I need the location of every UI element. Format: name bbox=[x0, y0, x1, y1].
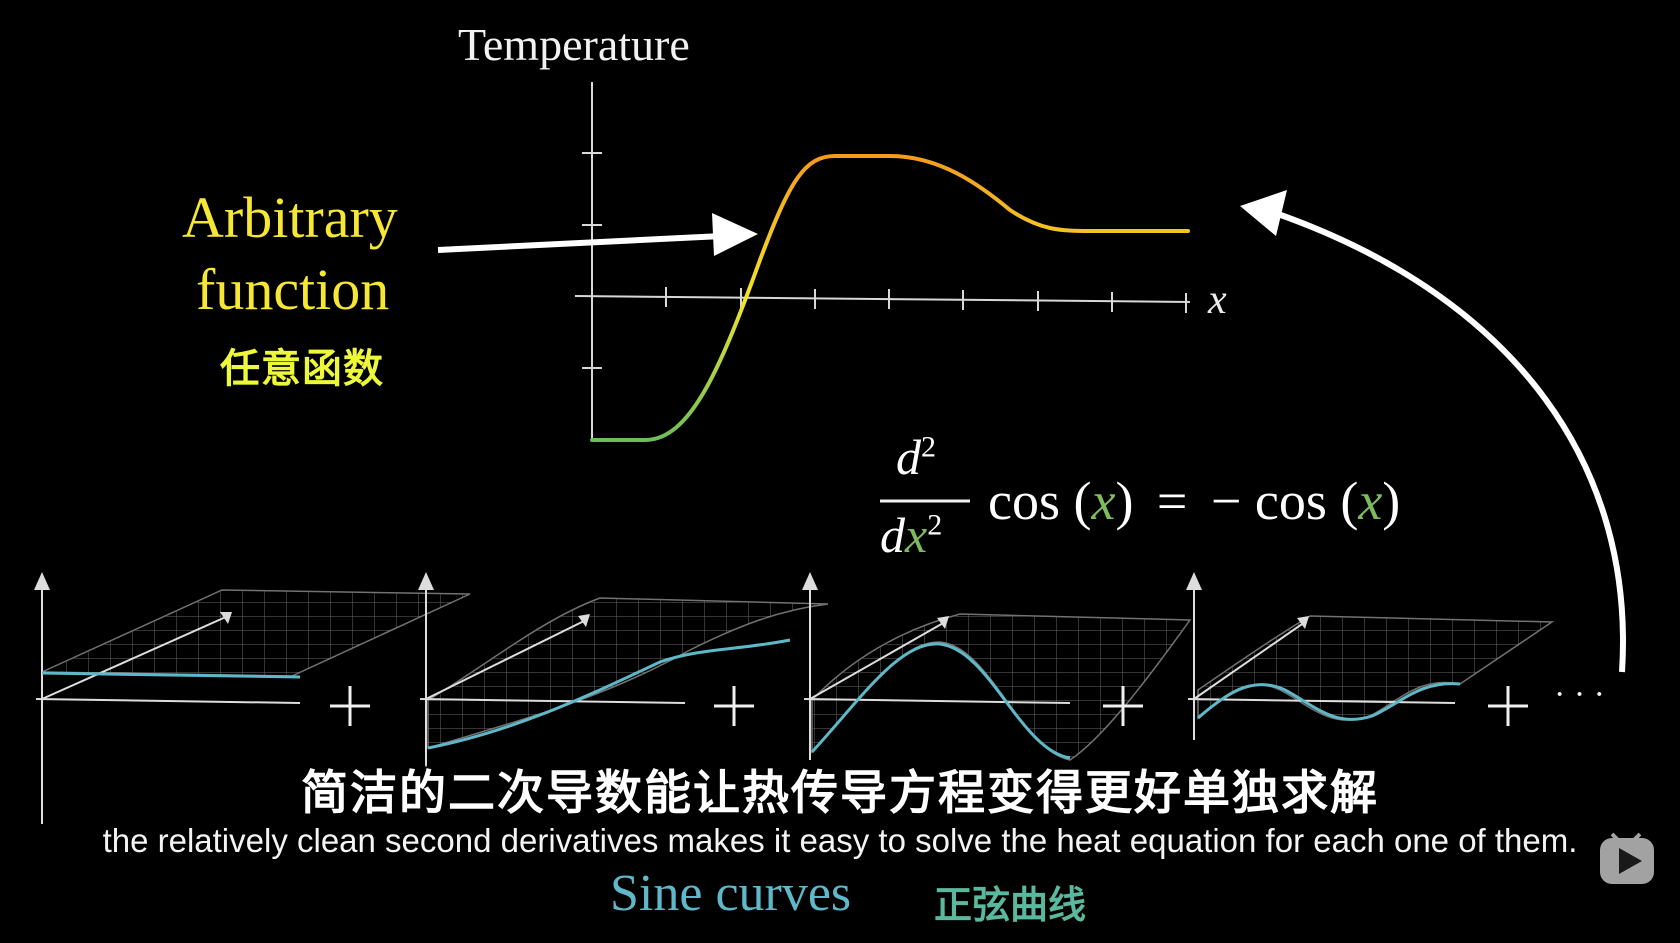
plus-sign-1 bbox=[330, 686, 370, 726]
plus-sign-4 bbox=[1488, 686, 1528, 726]
eq-close-paren-1: ) bbox=[1115, 471, 1134, 531]
sine-curves-label: Sine curves bbox=[610, 865, 852, 922]
plus-sign-3 bbox=[1103, 686, 1143, 726]
y-axis-title: Temperature bbox=[458, 19, 690, 70]
eq-open-paren-2: ( bbox=[1340, 471, 1359, 531]
subtitle-english: the relatively clean second derivatives … bbox=[102, 822, 1578, 859]
eq-var-2: x bbox=[1358, 471, 1383, 531]
x-axis-label: x bbox=[1208, 277, 1227, 323]
sine-panel-4 bbox=[1186, 572, 1555, 740]
arbitrary-label-line2: function bbox=[196, 257, 390, 322]
equation-body: cos (x) = − cos (x) bbox=[988, 470, 1400, 532]
temperature-graph-axes bbox=[574, 82, 1191, 440]
arbitrary-function-curve bbox=[590, 154, 1190, 442]
plus-sign-2 bbox=[714, 686, 754, 726]
sine-curves-label-chinese: 正弦曲线 bbox=[934, 883, 1087, 927]
eq-den-x: x bbox=[905, 507, 928, 563]
subtitle-chinese: 简洁的二次导数能让热传导方程变得更好单独求解 bbox=[301, 766, 1379, 821]
arbitrary-label-chinese: 任意函数 bbox=[220, 346, 384, 392]
eq-den-d: d bbox=[880, 507, 905, 563]
eq-den-exp: 2 bbox=[927, 508, 943, 542]
sine-panel-1 bbox=[34, 572, 471, 824]
eq-num-exp: 2 bbox=[921, 430, 936, 464]
equation-denominator: dx2 bbox=[880, 506, 942, 564]
eq-equals: = bbox=[1156, 471, 1188, 531]
sine-panel-2 bbox=[418, 572, 829, 772]
eq-lhs-func: cos bbox=[988, 471, 1060, 531]
ellipsis: · · · bbox=[1554, 676, 1605, 713]
curved-arrow-icon bbox=[1240, 190, 1626, 673]
sine-panel-3 bbox=[802, 572, 1192, 761]
eq-open-paren-1: ( bbox=[1073, 471, 1092, 531]
bilibili-tv-icon bbox=[1600, 832, 1654, 884]
equation-numerator: d2 bbox=[896, 428, 936, 486]
eq-close-paren-2: ) bbox=[1382, 471, 1401, 531]
eq-num-d: d bbox=[896, 429, 921, 485]
eq-var-1: x bbox=[1091, 471, 1116, 531]
eq-minus: − bbox=[1210, 471, 1242, 531]
eq-rhs-func: cos bbox=[1254, 471, 1327, 531]
arbitrary-label-line1: Arbitrary bbox=[182, 185, 398, 250]
arrow-right-icon bbox=[437, 213, 758, 256]
